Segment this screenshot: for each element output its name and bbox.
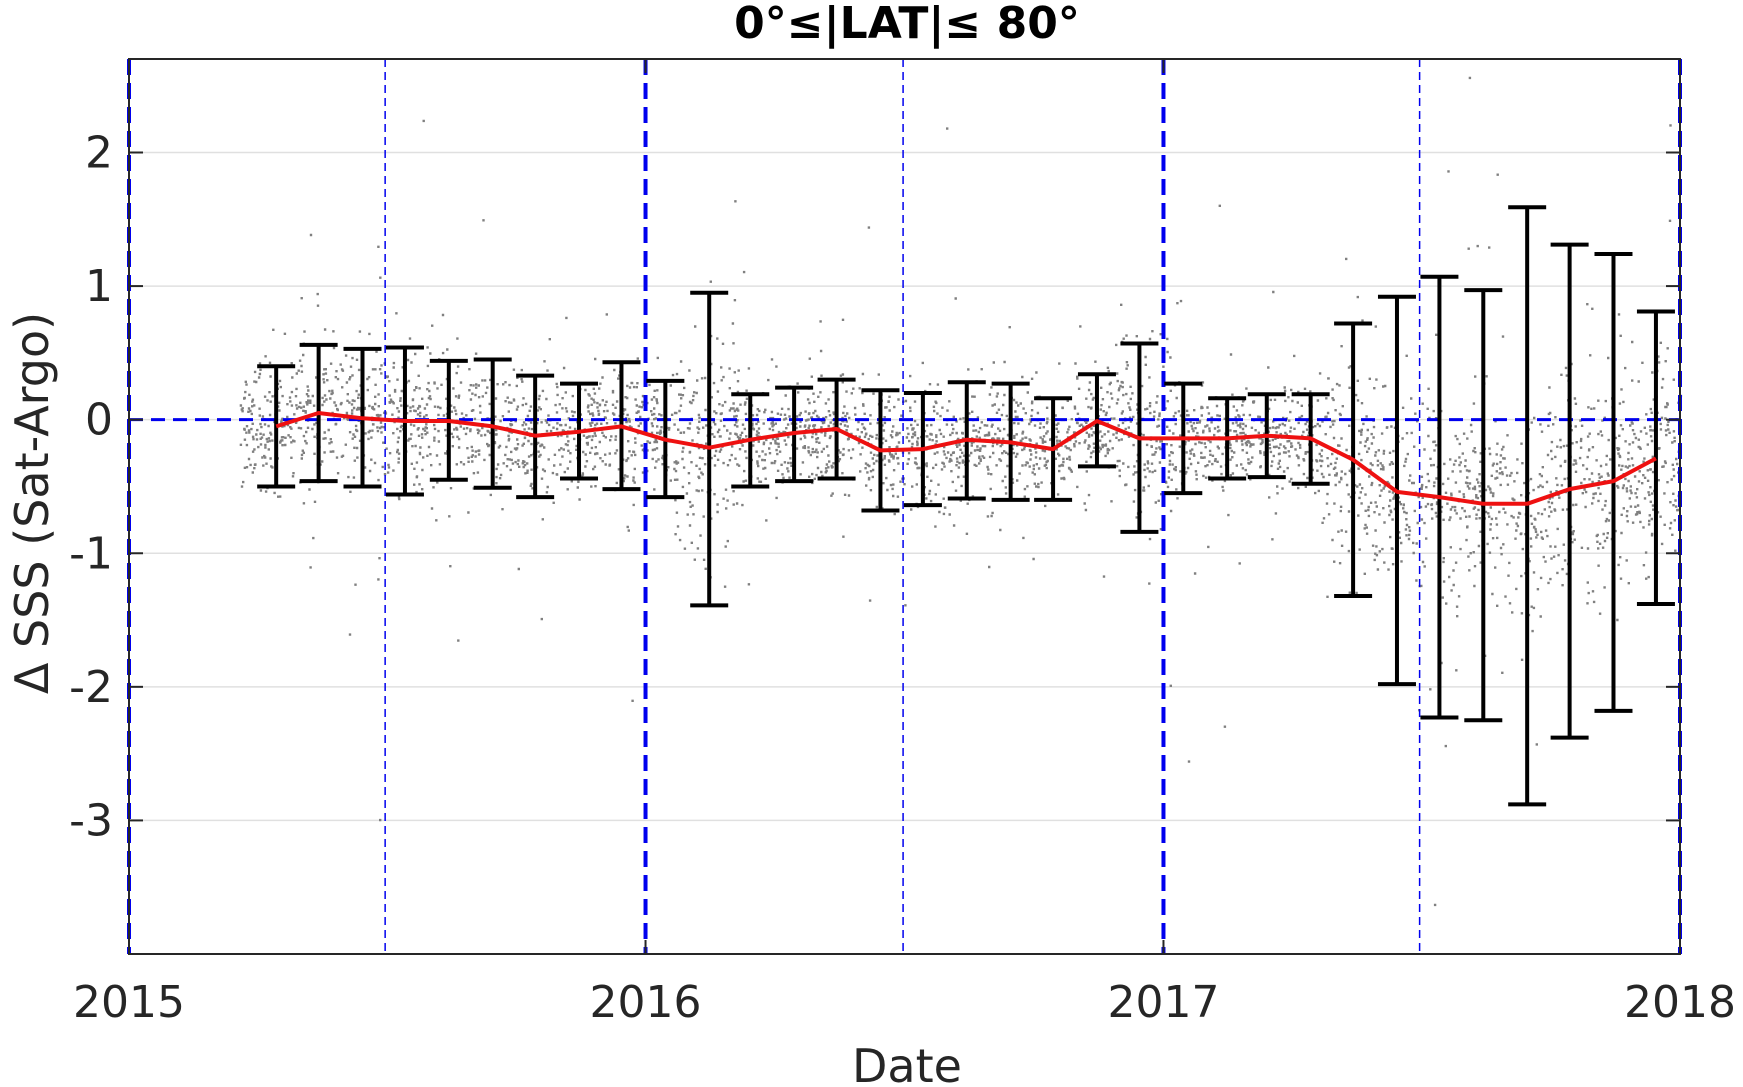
x-tick-label: 2017	[1107, 977, 1219, 1028]
x-tick-label: 2018	[1624, 977, 1736, 1028]
mean-line-group	[275, 411, 1657, 506]
y-tick-label: 1	[85, 261, 113, 312]
x-axis-label: Date	[852, 1039, 962, 1087]
mean-line	[275, 411, 1657, 506]
y-tick-label: 0	[85, 395, 113, 446]
axes-frame	[128, 58, 1681, 955]
y-axis-label: Δ SSS (Sat-Argo)	[5, 312, 59, 694]
x-ticks: 2015 2016 2017 2018	[73, 59, 1736, 1028]
chart-title: 0°≤|LAT|≤ 80°	[734, 0, 1080, 49]
y-tick-label: 2	[85, 128, 113, 179]
x-tick-label: 2015	[73, 977, 185, 1028]
x-tick-label: 2016	[590, 977, 702, 1028]
y-tick-label: -1	[69, 528, 113, 579]
y-tick-label: -3	[69, 795, 113, 846]
y-tick-label: -2	[69, 662, 113, 713]
y-ticks: 2 1 0 -1 -2 -3	[69, 128, 1680, 846]
